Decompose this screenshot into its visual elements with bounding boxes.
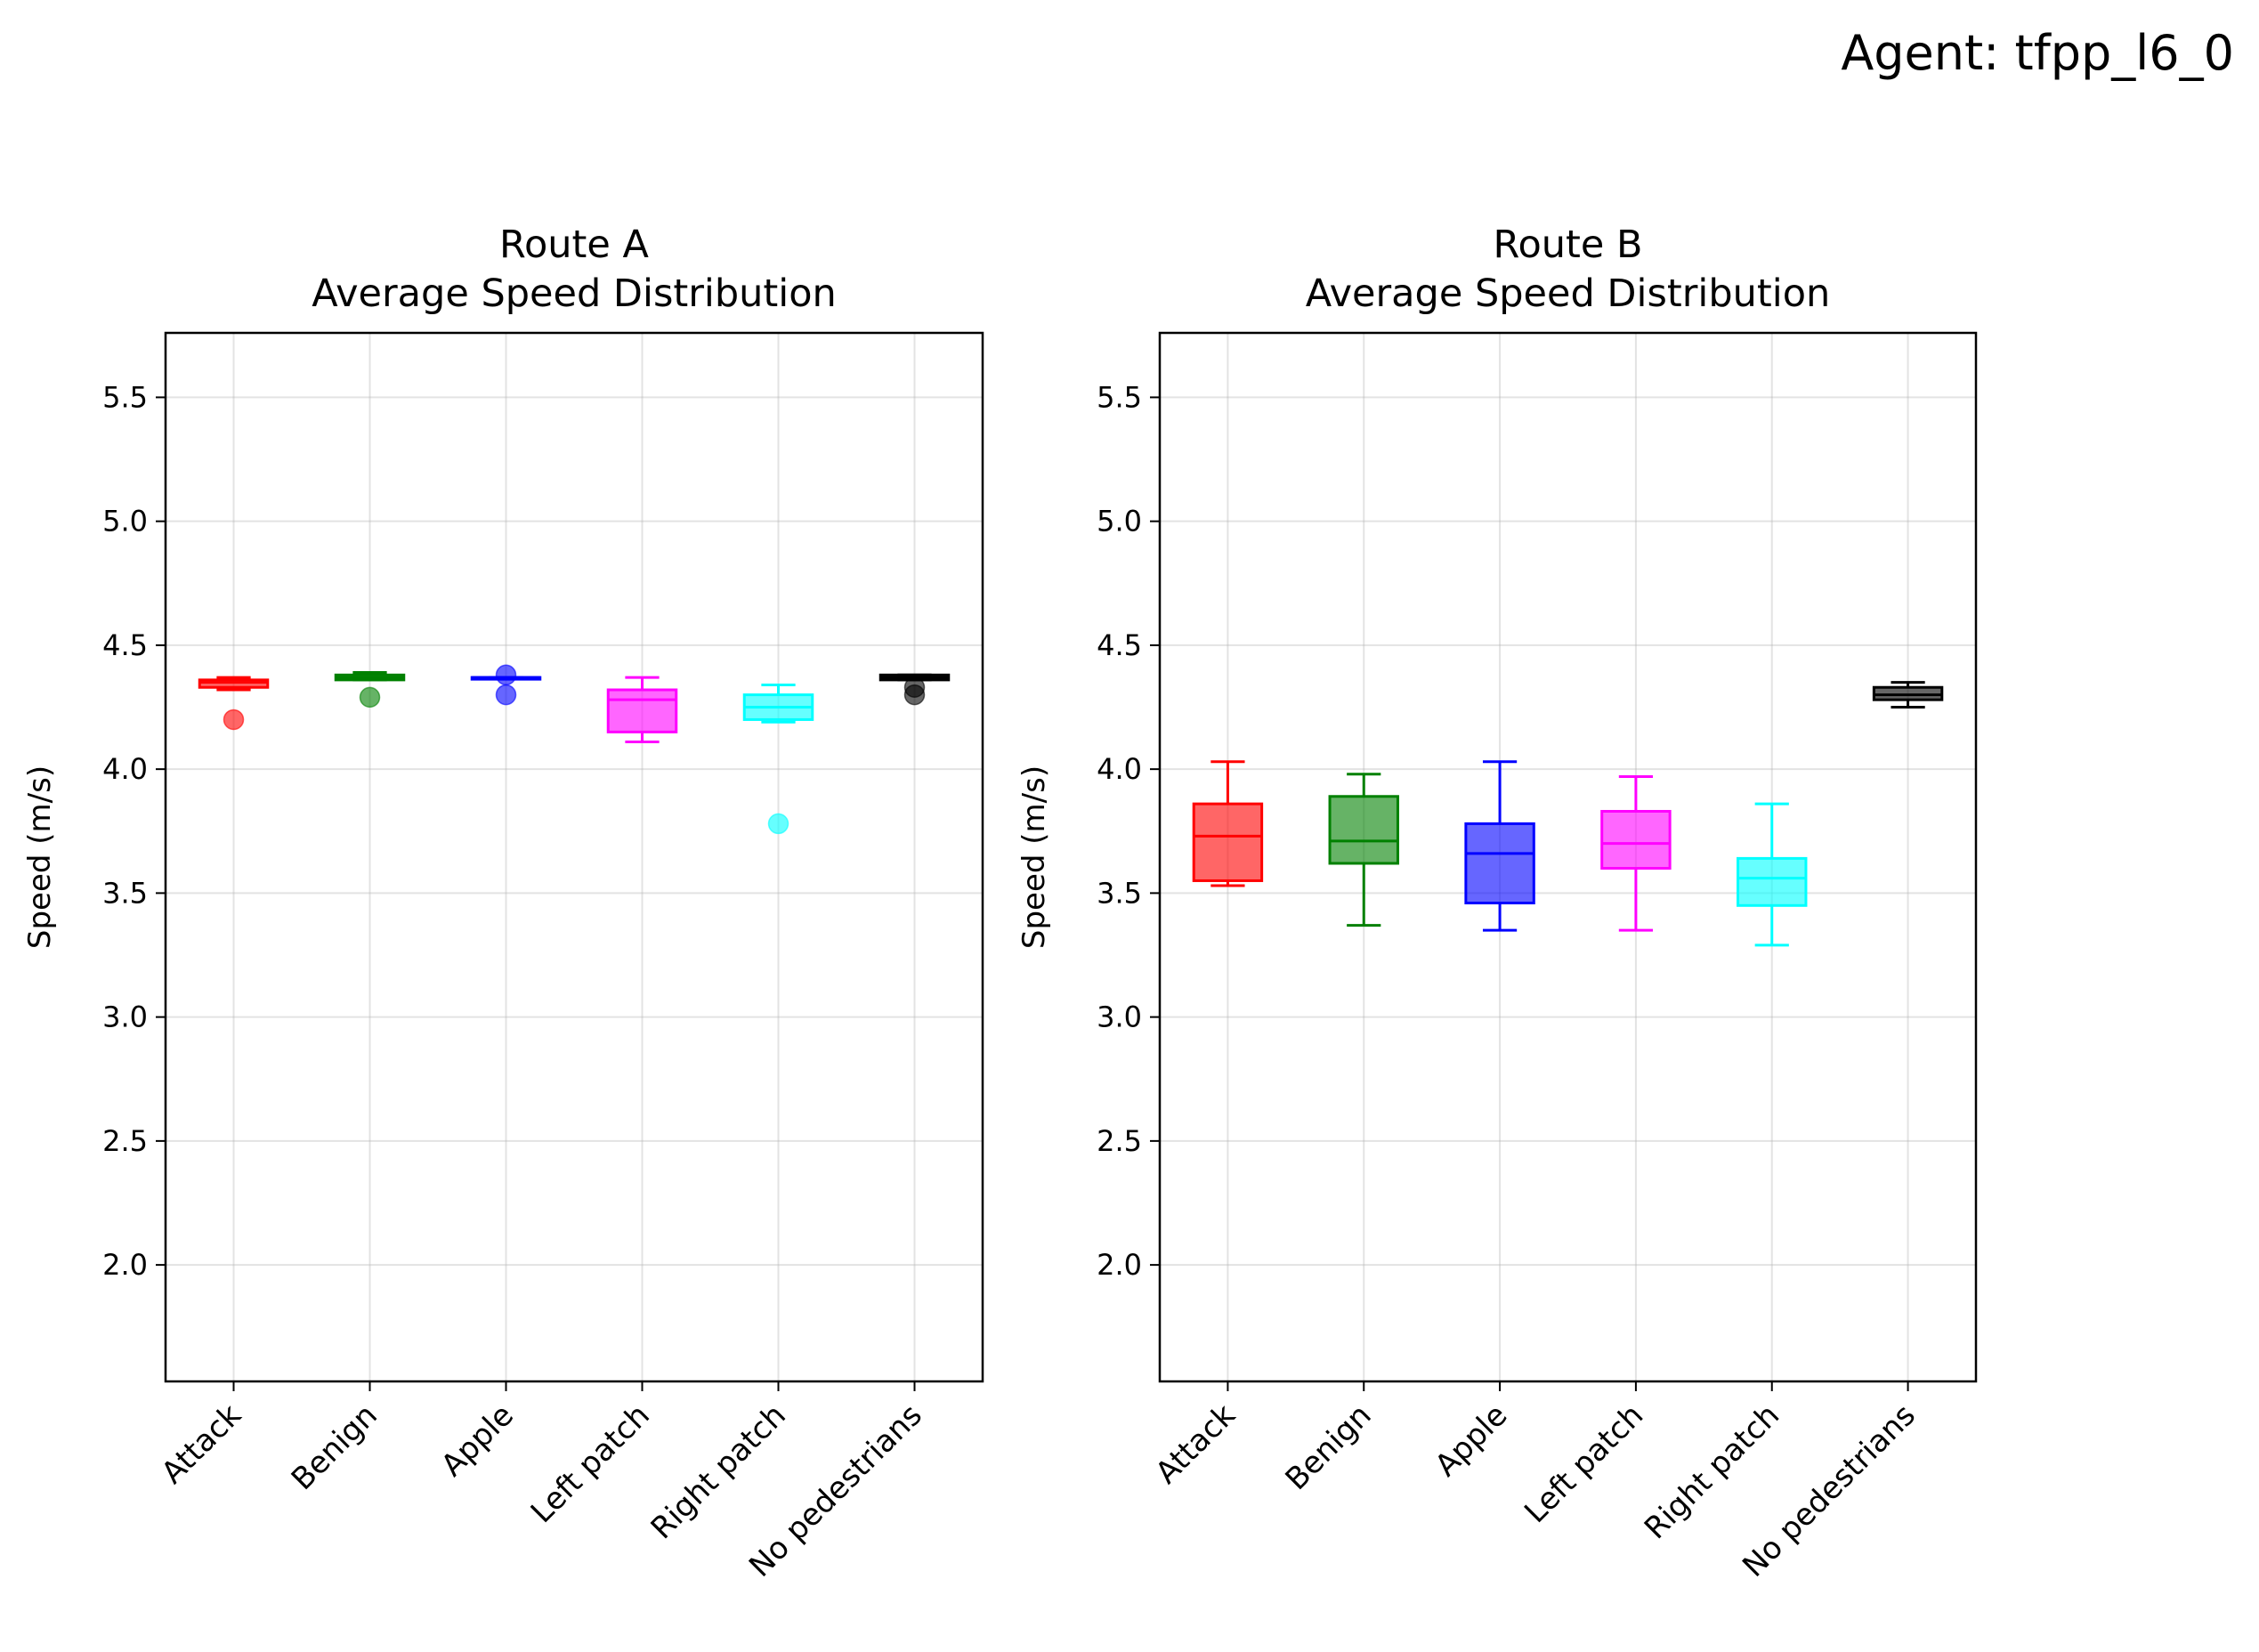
y-tick-label: 2.0 xyxy=(102,1248,148,1282)
chart-title-line: Route B xyxy=(1494,223,1643,267)
box-no-pedestrians xyxy=(878,673,951,706)
y-tick-label: 4.0 xyxy=(102,752,148,786)
y-axis-label: Speed (m/s) xyxy=(1016,765,1052,949)
box-body xyxy=(606,688,678,733)
y-tick-label: 4.0 xyxy=(1097,752,1142,786)
box-right-patch xyxy=(1737,802,1808,947)
y-tick-label: 3.0 xyxy=(1097,1000,1142,1034)
y-tick-label: 3.0 xyxy=(102,1000,148,1034)
outlier-point xyxy=(495,684,517,706)
box-body xyxy=(1600,809,1672,871)
box-benign xyxy=(334,671,406,709)
y-tick-label: 2.0 xyxy=(1097,1248,1142,1282)
axes-frame xyxy=(164,331,984,1383)
y-axis-label: Speed (m/s) xyxy=(22,765,58,949)
y-tick-label: 3.5 xyxy=(102,876,148,910)
y-tick-label: 5.0 xyxy=(102,505,148,539)
outlier-point xyxy=(495,664,517,686)
box-body xyxy=(1737,856,1808,907)
y-tick-label: 5.5 xyxy=(102,380,148,414)
box-benign xyxy=(1328,773,1399,927)
box-right-patch xyxy=(742,683,814,835)
box-left-patch xyxy=(1600,774,1672,932)
figure-suptitle: Agent: tfpp_l6_0 xyxy=(1841,25,2234,81)
y-tick-label: 4.5 xyxy=(1097,628,1142,662)
y-tick-label: 3.5 xyxy=(1097,876,1142,910)
chart-title-line: Average Speed Distribution xyxy=(312,271,837,316)
y-tick-label: 2.5 xyxy=(1097,1124,1142,1158)
outlier-point xyxy=(223,709,245,731)
box-body xyxy=(1328,795,1399,865)
box-apple xyxy=(1464,760,1535,932)
box-apple xyxy=(470,664,542,706)
y-tick-label: 2.5 xyxy=(102,1124,148,1158)
axes-frame xyxy=(1158,331,1978,1383)
box-body xyxy=(1464,822,1535,905)
box-attack xyxy=(1192,760,1264,887)
chart-title-line: Route A xyxy=(499,223,649,267)
outlier-point xyxy=(359,686,381,709)
outlier-point xyxy=(903,684,926,706)
box-no-pedestrians xyxy=(1872,681,1944,709)
box-left-patch xyxy=(606,676,678,744)
y-tick-label: 5.5 xyxy=(1097,380,1142,414)
box-body xyxy=(1192,802,1264,882)
box-attack xyxy=(198,676,270,731)
chart-title-line: Average Speed Distribution xyxy=(1306,271,1831,316)
y-tick-label: 4.5 xyxy=(102,628,148,662)
y-tick-label: 5.0 xyxy=(1097,505,1142,539)
outlier-point xyxy=(767,813,789,835)
